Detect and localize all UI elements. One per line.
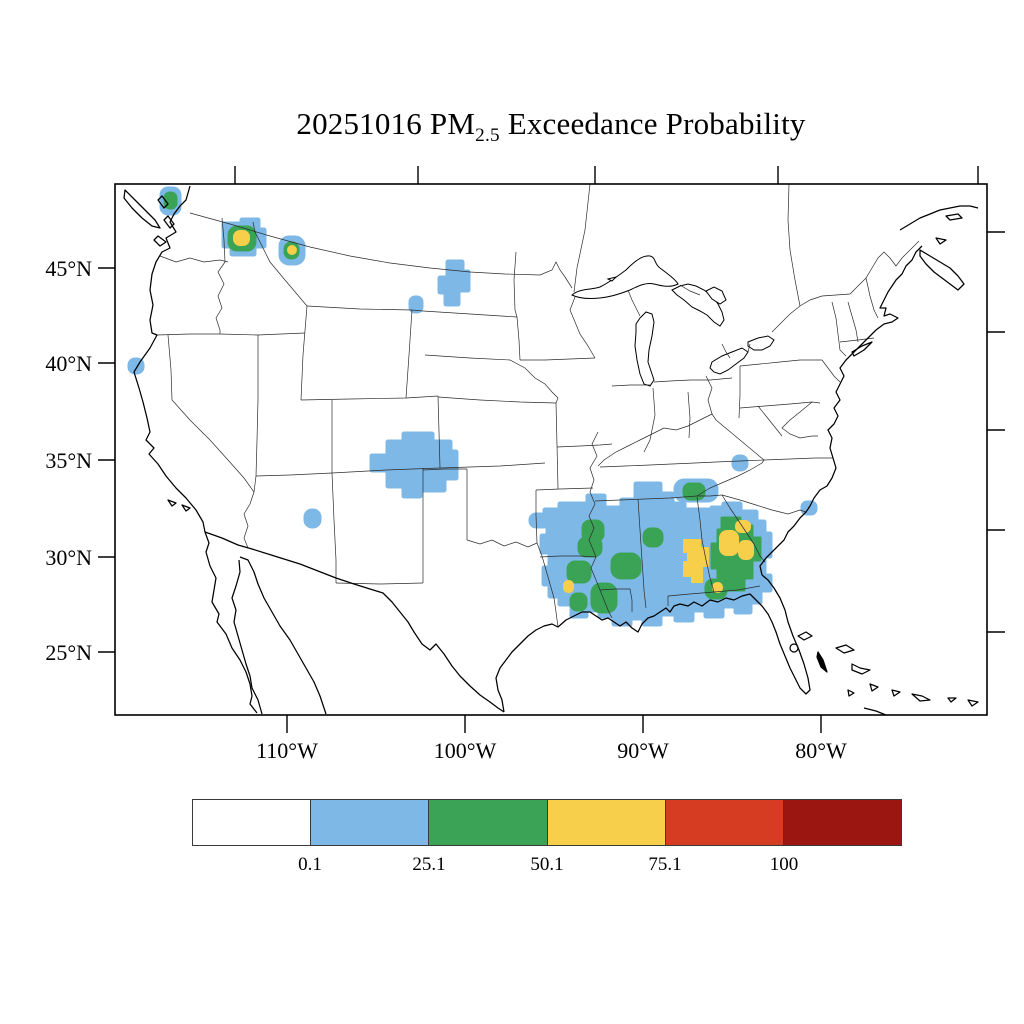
colorbar-tick-label: 100 [769,854,799,875]
colorbar-tick-label: 50.1 [530,854,564,875]
lat-tick-label: 30°N [45,545,92,570]
title-suffix: Exceedance Probability [499,106,806,141]
colorbar: 0.1 25.1 50.1 75.1 100 [192,799,902,879]
plot-frame: 45°N 40°N 35°N 30°N 25°N 110°W 100°W 90°… [45,166,1005,763]
lat-tick-label: 45°N [45,256,92,281]
colorbar-cell-bin3 [547,800,666,845]
colorbar-tick-label: 75.1 [648,854,682,875]
colorbar-cells [192,799,902,846]
colorbar-cell-bin1 [311,800,430,845]
colorbar-cell-bin0 [193,800,312,845]
great-lakes [571,255,775,387]
title-prefix: 20251016 PM [296,106,476,141]
probability-blobs-yellow [233,230,754,593]
lat-tick-label: 40°N [45,351,92,376]
colorbar-cell-bin2 [429,800,548,845]
lon-tick-label: 110°W [256,738,318,763]
lon-tick-label: 100°W [434,738,497,763]
lon-tick-label: 90°W [617,738,669,763]
colorbar-tick-label: 25.1 [412,854,446,875]
title-subscript: 2.5 [475,125,500,147]
colorbar-cell-bin4 [665,800,784,845]
colorbar-cell-bin5 [783,800,902,845]
latitude-labels: 45°N 40°N 35°N 30°N 25°N [45,256,92,665]
plot-title: 20251016 PM2.5 Exceedance Probability [115,106,987,147]
lat-tick-label: 25°N [45,640,92,665]
lat-tick-label: 35°N [45,448,92,473]
lon-tick-label: 80°W [795,738,847,763]
coastlines [123,185,979,716]
state-borders [156,183,920,628]
longitude-labels: 110°W 100°W 90°W 80°W [256,738,847,763]
axis-ticks [98,166,1005,733]
colorbar-tick-label: 0.1 [298,854,322,875]
